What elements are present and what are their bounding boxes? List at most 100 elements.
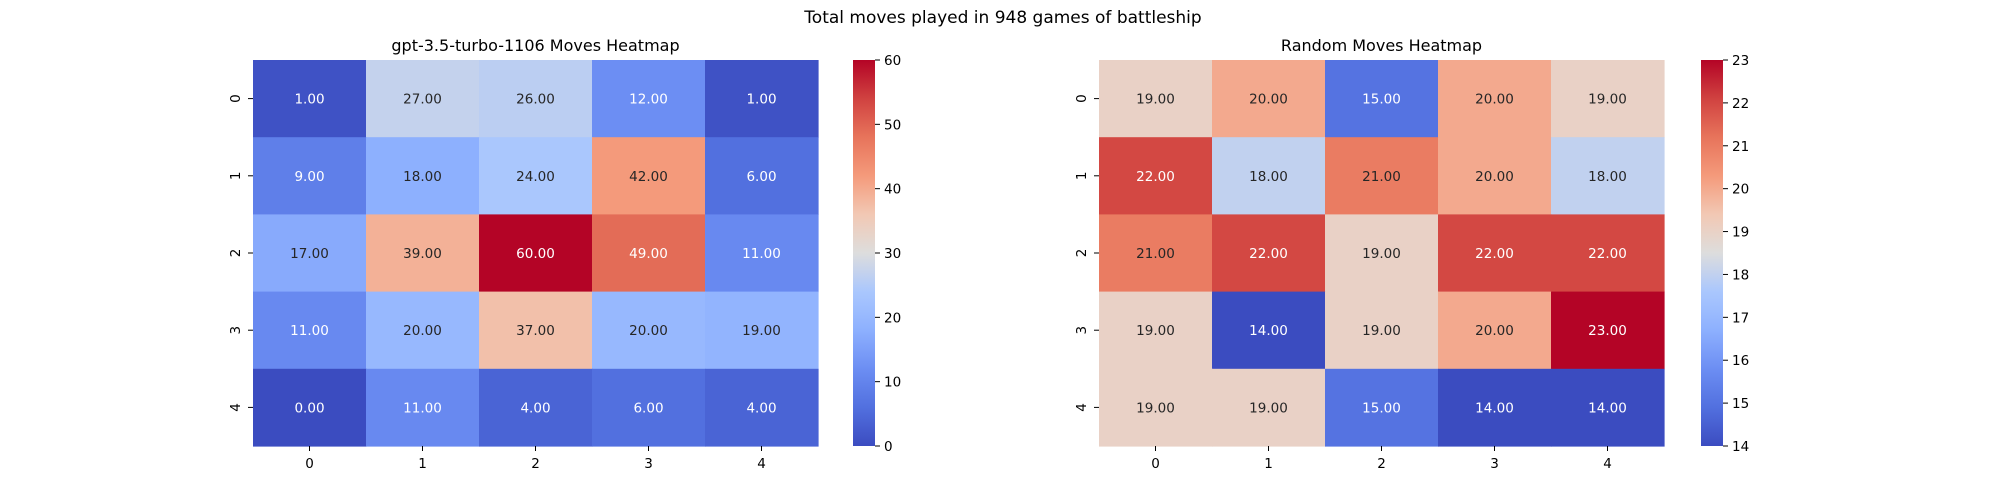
heatmap-cell-label: 11.00 — [290, 323, 329, 339]
colorbar-tick-label: 30 — [884, 246, 901, 262]
colorbar-tick-label: 20 — [884, 310, 901, 326]
y-tick-label: 0 — [228, 94, 244, 103]
heatmap-cell — [1212, 291, 1326, 370]
heatmap-cell-label: 15.00 — [1362, 92, 1401, 108]
heatmap-cell-label: 19.00 — [742, 323, 781, 339]
heatmap-cell — [479, 368, 593, 447]
heatmap-cell-label: 21.00 — [1362, 169, 1401, 185]
heatmap-cell — [1325, 291, 1439, 370]
x-tick-label: 4 — [757, 456, 766, 472]
heatmap-cell-label: 42.00 — [629, 169, 668, 185]
heatmap-cell — [1099, 60, 1213, 138]
heatmap-cell — [366, 214, 480, 293]
heatmap-cell-label: 6.00 — [746, 169, 776, 185]
heatmap-cell-label: 1.00 — [294, 92, 324, 108]
y-tick-label: 2 — [1074, 249, 1090, 258]
x-tick-label: 0 — [1151, 456, 1160, 472]
heatmap-cell-label: 37.00 — [516, 323, 555, 339]
colorbar-tick-label: 60 — [884, 53, 901, 69]
heatmap-cell — [1099, 214, 1213, 293]
heatmap-cell-label: 14.00 — [1249, 323, 1288, 339]
heatmap-cell-label: 14.00 — [1475, 400, 1514, 416]
heatmap-cell — [253, 291, 367, 370]
heatmap-cell — [592, 291, 706, 370]
colorbar-tick-label: 18 — [1732, 267, 1749, 283]
heatmap-cell-label: 22.00 — [1475, 246, 1514, 262]
heatmap-cell — [1099, 291, 1213, 370]
heatmap-cell — [366, 60, 480, 138]
colorbar-tick-label: 21 — [1732, 139, 1749, 155]
heatmap-cell-label: 11.00 — [742, 246, 781, 262]
heatmap-cell — [366, 368, 480, 447]
heatmap-cell-label: 11.00 — [403, 400, 442, 416]
heatmap-cell — [1212, 214, 1326, 293]
heatmap-cell-label: 17.00 — [290, 246, 329, 262]
heatmap-cell — [1212, 137, 1326, 215]
y-tick-label: 4 — [1074, 403, 1090, 412]
heatmap-cell-label: 19.00 — [1136, 92, 1175, 108]
heatmap-cell-label: 6.00 — [633, 400, 663, 416]
colorbar-tick-label: 20 — [1732, 182, 1749, 198]
heatmap-cell-label: 26.00 — [516, 92, 555, 108]
heatmap-cell-label: 24.00 — [516, 169, 555, 185]
heatmap-cell — [1438, 137, 1552, 215]
heatmap-cell — [366, 291, 480, 370]
heatmap-gpt: gpt-3.5-turbo-1106 Moves Heatmap 1.00 27.0… — [228, 36, 901, 472]
heatmap-cell — [479, 60, 593, 138]
heatmap-cell-label: 19.00 — [1362, 246, 1401, 262]
x-tick-label: 2 — [1377, 456, 1386, 472]
heatmap-cell — [253, 368, 367, 447]
heatmap-cell — [592, 368, 706, 447]
colorbar-tick-label: 15 — [1732, 396, 1749, 412]
heatmap-cell — [592, 137, 706, 215]
x-tick-label: 1 — [418, 456, 427, 472]
heatmap-random-title: Random Moves Heatmap — [1281, 36, 1482, 55]
heatmap-cell-label: 1.00 — [746, 92, 776, 108]
heatmap-cell-label: 19.00 — [1136, 323, 1175, 339]
y-tick-label: 2 — [228, 249, 244, 258]
colorbar-tick-label: 16 — [1732, 353, 1749, 369]
heatmap-cell — [1551, 214, 1665, 293]
heatmap-cell-label: 15.00 — [1362, 400, 1401, 416]
heatmap-cell-label: 4.00 — [520, 400, 550, 416]
y-tick-label: 0 — [1074, 94, 1090, 103]
heatmap-cell — [705, 214, 819, 293]
heatmap-cell-label: 20.00 — [403, 323, 442, 339]
heatmap-cell — [253, 214, 367, 293]
colorbar-tick-label: 50 — [884, 117, 901, 133]
heatmap-cell — [705, 137, 819, 215]
heatmap-cell — [1438, 368, 1552, 447]
heatmap-cell-label: 14.00 — [1588, 400, 1627, 416]
heatmap-cell-label: 18.00 — [1588, 169, 1627, 185]
x-tick-label: 0 — [305, 456, 314, 472]
heatmap-cell-label: 20.00 — [1475, 323, 1514, 339]
heatmap-cell — [1099, 137, 1213, 215]
colorbar-tick-label: 14 — [1732, 439, 1749, 455]
heatmap-cell — [479, 137, 593, 215]
heatmap-cell-label: 19.00 — [1136, 400, 1175, 416]
heatmap-cell — [1438, 214, 1552, 293]
colorbar-tick-label: 0 — [884, 439, 893, 455]
heatmap-cell-label: 0.00 — [294, 400, 324, 416]
y-tick-label: 1 — [1074, 172, 1090, 181]
heatmap-cell — [1099, 368, 1213, 447]
y-tick-label: 3 — [228, 326, 244, 335]
heatmap-cell — [366, 137, 480, 215]
heatmap-cell-label: 20.00 — [1475, 169, 1514, 185]
colorbar-tick-label: 17 — [1732, 310, 1749, 326]
heatmap-cell-label: 18.00 — [403, 169, 442, 185]
colorbar-tick-label: 22 — [1732, 96, 1749, 112]
heatmap-cell — [1551, 368, 1665, 447]
heatmap-cell — [705, 368, 819, 447]
x-tick-label: 4 — [1603, 456, 1612, 472]
heatmap-cell-label: 27.00 — [403, 92, 442, 108]
heatmap-cell-label: 39.00 — [403, 246, 442, 262]
heatmap-cell — [1212, 368, 1326, 447]
heatmap-cell-label: 22.00 — [1588, 246, 1627, 262]
heatmap-random: Random Moves Heatmap 19.00 20.00 15.00 20.00… — [1074, 36, 1749, 472]
heatmap-cell-label: 19.00 — [1588, 92, 1627, 108]
heatmap-cell — [592, 214, 706, 293]
heatmap-cell — [1325, 60, 1439, 138]
heatmap-cell-label: 20.00 — [1249, 92, 1288, 108]
